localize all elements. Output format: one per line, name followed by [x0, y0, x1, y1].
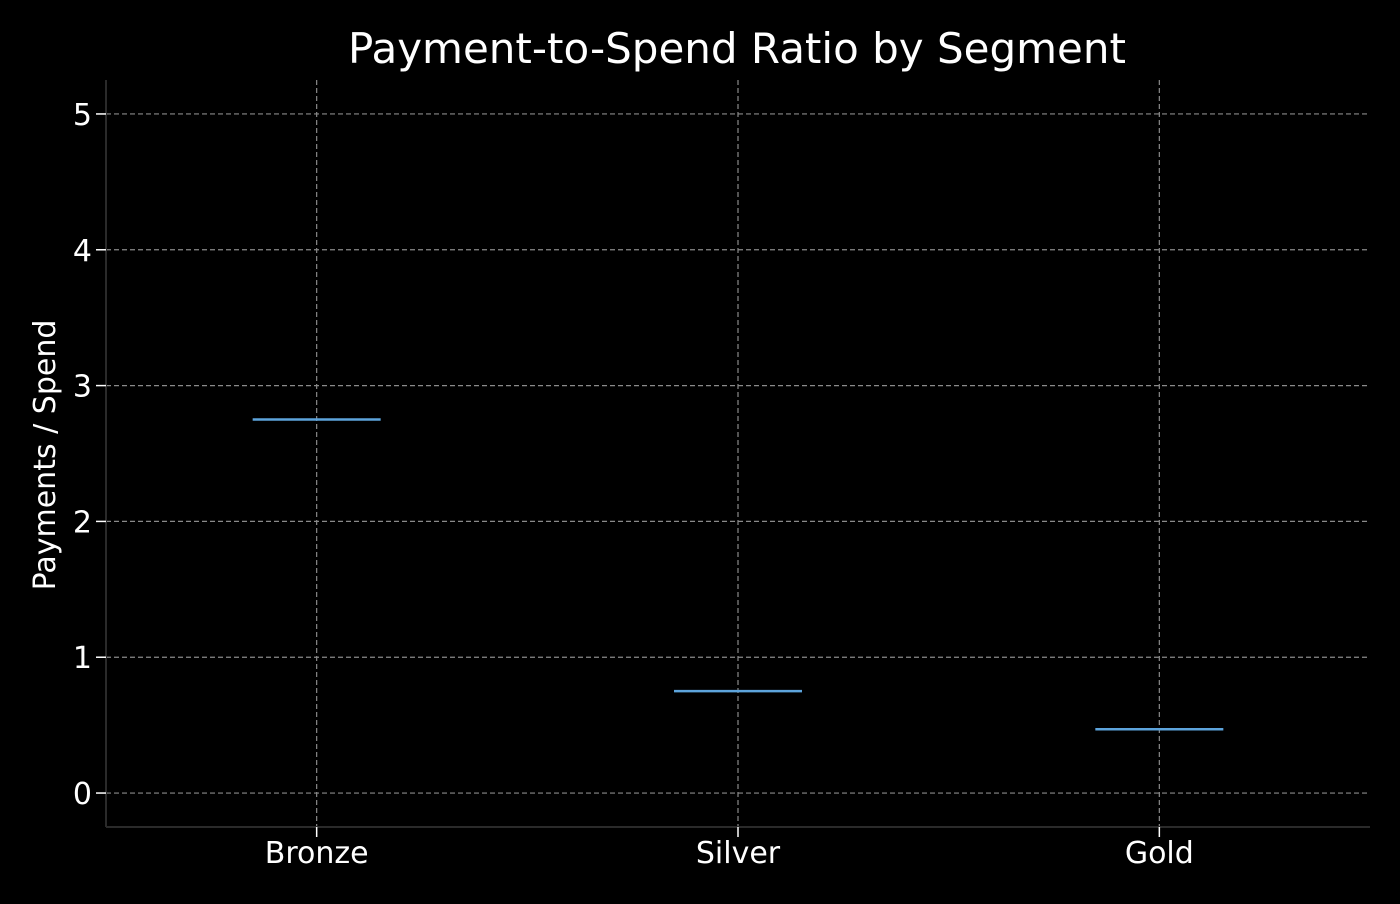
y-tick-label: 2: [73, 505, 92, 540]
y-axis-label: Payments / Spend: [28, 320, 63, 591]
y-tick-label: 5: [73, 98, 92, 133]
y-tick-label: 3: [73, 370, 92, 405]
x-tick-label: Bronze: [265, 836, 369, 871]
x-tick-label: Gold: [1125, 836, 1194, 871]
x-tick-label: Silver: [696, 836, 781, 871]
y-tick-label: 4: [73, 234, 92, 269]
labels-layer: 0 1 2 3 4 5 Bronze Silver Gold: [73, 98, 1194, 871]
axes-layer: [96, 80, 1370, 837]
y-tick-label: 0: [73, 777, 92, 812]
chart-title: Payment-to-Spend Ratio by Segment: [348, 24, 1126, 73]
y-tick-label: 1: [73, 641, 92, 676]
marks-layer: [252, 418, 1224, 731]
grid-layer: [106, 80, 1370, 827]
